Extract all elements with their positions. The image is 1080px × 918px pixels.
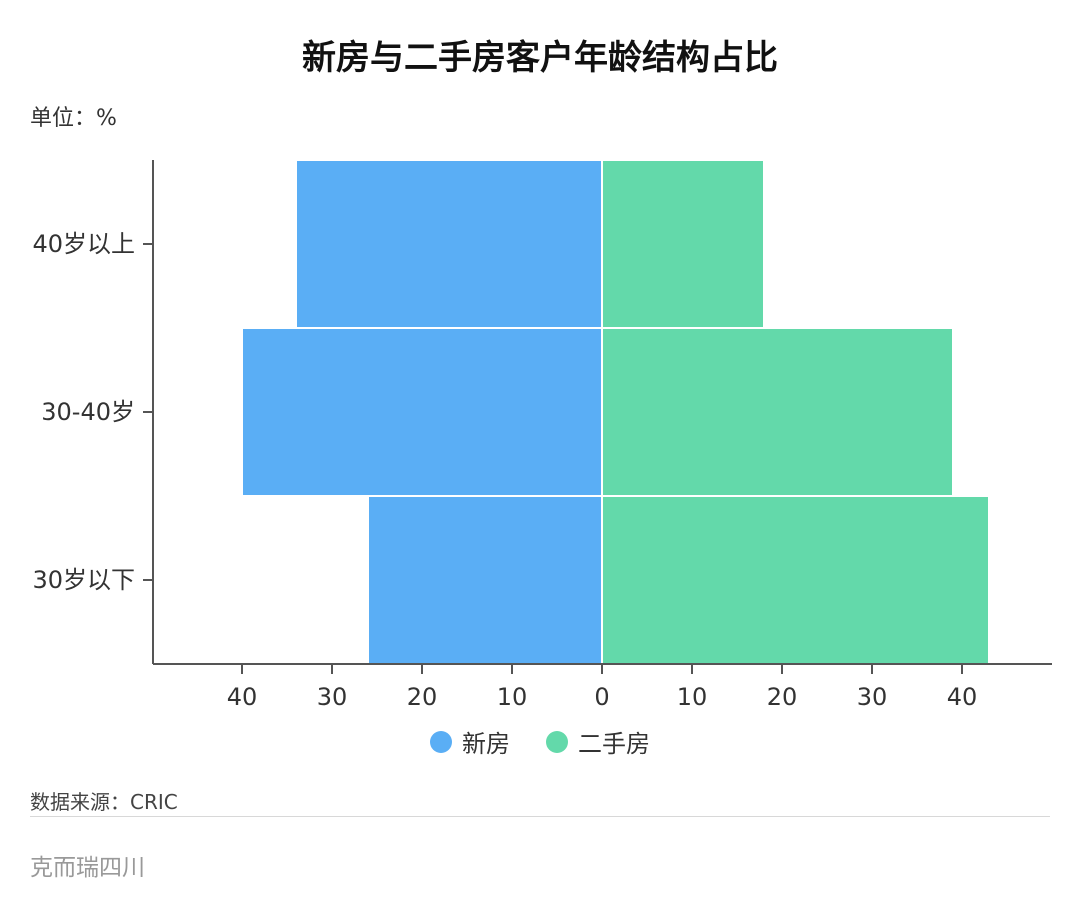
legend-dot-new bbox=[430, 730, 452, 753]
data-source: 数据来源：CRIC bbox=[30, 790, 178, 814]
x-tick-label: 40 bbox=[947, 683, 978, 710]
y-tick-label: 40岁以上 bbox=[32, 230, 135, 258]
x-ticks-layer: 40 30 20 10 0 10 20 30 40 bbox=[227, 664, 978, 710]
x-tick-label: 10 bbox=[497, 683, 528, 710]
y-tick-label: 30岁以下 bbox=[32, 566, 135, 594]
divider bbox=[30, 816, 1050, 817]
bar-new-1[interactable] bbox=[241, 327, 603, 497]
bar-second-0[interactable] bbox=[601, 159, 765, 329]
x-tick-label: 30 bbox=[857, 683, 888, 710]
x-tick-label: 20 bbox=[767, 683, 798, 710]
y-tick-label: 30-40岁 bbox=[41, 398, 135, 426]
legend-label-second: 二手房 bbox=[578, 730, 650, 758]
x-tick-label: 30 bbox=[317, 683, 348, 710]
legend-dot-second bbox=[546, 730, 568, 753]
population-pyramid-chart: 40岁以上 30-40岁 30岁以下 40 30 20 10 0 10 20 30 40 bbox=[32, 159, 1052, 710]
x-tick-label: 10 bbox=[677, 683, 708, 710]
x-tick-label: 0 bbox=[594, 683, 609, 710]
bars-layer bbox=[241, 159, 990, 665]
legend: 新房 二手房 bbox=[0, 724, 1080, 759]
unit-label: 单位：% bbox=[30, 106, 117, 131]
bar-new-0[interactable] bbox=[295, 159, 603, 329]
brand-label: 克而瑞四川 bbox=[30, 855, 145, 881]
x-tick-label: 40 bbox=[227, 683, 258, 710]
y-ticks-layer: 40岁以上 30-40岁 30岁以下 bbox=[32, 230, 153, 594]
legend-item-new[interactable]: 新房 bbox=[430, 724, 510, 759]
legend-label-new: 新房 bbox=[462, 730, 510, 758]
legend-item-second[interactable]: 二手房 bbox=[546, 724, 650, 759]
bar-second-1[interactable] bbox=[601, 327, 954, 497]
x-tick-label: 20 bbox=[407, 683, 438, 710]
bar-second-2[interactable] bbox=[601, 495, 990, 665]
bar-new-2[interactable] bbox=[367, 495, 603, 665]
chart-title: 新房与二手房客户年龄结构占比 bbox=[302, 38, 778, 78]
